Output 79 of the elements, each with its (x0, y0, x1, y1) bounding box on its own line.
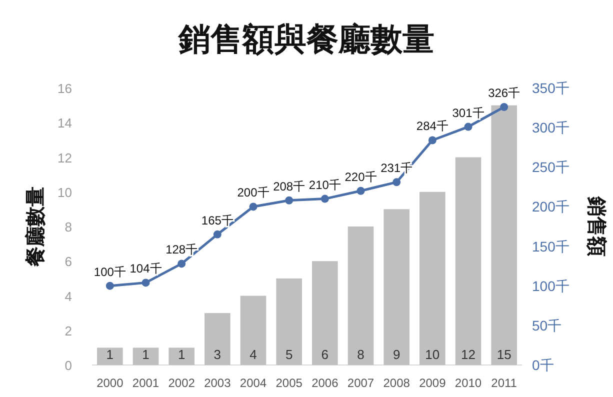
data-label: 3 (214, 347, 222, 362)
bar (348, 226, 374, 365)
point (356, 186, 365, 195)
x-tick-label: 2009 (419, 376, 446, 390)
x-tick-label: 2011 (491, 376, 518, 390)
x-tick-label: 2002 (168, 376, 196, 390)
data-label: 8 (357, 347, 364, 362)
x-tick-label: 2010 (454, 376, 482, 390)
x-tick-label: 2004 (240, 376, 267, 390)
y2-tick-label: 200千 (532, 198, 570, 215)
point (106, 282, 114, 290)
point (249, 202, 258, 211)
y-tick-label: 8 (64, 220, 72, 234)
y2-tick-label: 150千 (532, 238, 570, 254)
data-label: 100千 (94, 264, 126, 279)
data-label: 5 (285, 347, 293, 362)
point (213, 230, 222, 238)
y2-tick-label: 100千 (532, 278, 570, 294)
point (464, 122, 472, 131)
bar (276, 278, 302, 365)
x-tick-label: 2008 (383, 376, 410, 390)
bar (97, 348, 123, 365)
bar (168, 348, 194, 365)
y-tick-label: 4 (64, 288, 72, 304)
data-label: 104千 (130, 262, 162, 276)
y-axis-title: 餐廳數量 (24, 186, 47, 268)
bar (384, 209, 410, 365)
bar (491, 105, 517, 365)
point (178, 260, 186, 268)
y2-axis-title: 銷售額 (585, 196, 608, 256)
data-label: 326千 (488, 86, 520, 100)
data-label: 128千 (166, 242, 198, 257)
y-tick-label: 0 (64, 358, 72, 373)
data-label: 1 (106, 347, 114, 362)
point (500, 102, 508, 111)
data-label: 9 (392, 347, 400, 362)
y2-tick-label: 350千 (532, 80, 570, 96)
data-label: 10 (425, 347, 440, 362)
point (142, 278, 150, 287)
x-tick-label: 2001 (132, 376, 160, 390)
y-tick-label: 6 (64, 254, 72, 270)
data-label: 210千 (308, 178, 341, 192)
data-label: 284千 (416, 119, 448, 134)
data-label: 12 (461, 347, 476, 362)
data-label: 4 (250, 347, 257, 362)
data-label: 6 (321, 347, 329, 362)
x-tick-label: 2007 (347, 376, 374, 390)
y-tick-label: 12 (58, 150, 72, 166)
bar (240, 296, 266, 365)
y-tick-label: 16 (58, 81, 72, 96)
bar (312, 261, 338, 365)
data-label: 1 (178, 347, 186, 362)
data-label: 220千 (344, 170, 377, 184)
data-label: 301千 (452, 106, 484, 120)
point (392, 178, 401, 186)
y2-tick-label: 0千 (532, 357, 554, 373)
point (285, 196, 294, 204)
y2-tick-label: 300千 (532, 120, 570, 136)
x-tick-label: 2005 (276, 376, 303, 390)
bar (420, 192, 446, 365)
data-label: 1 (142, 347, 150, 362)
y2-tick-label: 50千 (532, 317, 562, 334)
data-label: 208千 (273, 179, 306, 194)
bar (204, 313, 230, 365)
point (428, 136, 436, 144)
x-tick-label: 2000 (96, 376, 124, 390)
bar (132, 348, 159, 365)
y-tick-label: 2 (64, 323, 72, 338)
point (320, 194, 329, 203)
x-tick-label: 2003 (204, 376, 232, 390)
data-label: 200千 (237, 186, 270, 200)
x-tick-label: 2006 (312, 376, 339, 390)
data-label: 165千 (201, 213, 234, 228)
chart-title: 銷售額與餐廳數量 (178, 21, 434, 57)
bar (455, 157, 482, 365)
data-label: 15 (496, 347, 512, 362)
y2-tick-label: 250千 (532, 159, 570, 176)
y-tick-label: 14 (58, 116, 72, 131)
y-tick-label: 10 (58, 184, 72, 200)
